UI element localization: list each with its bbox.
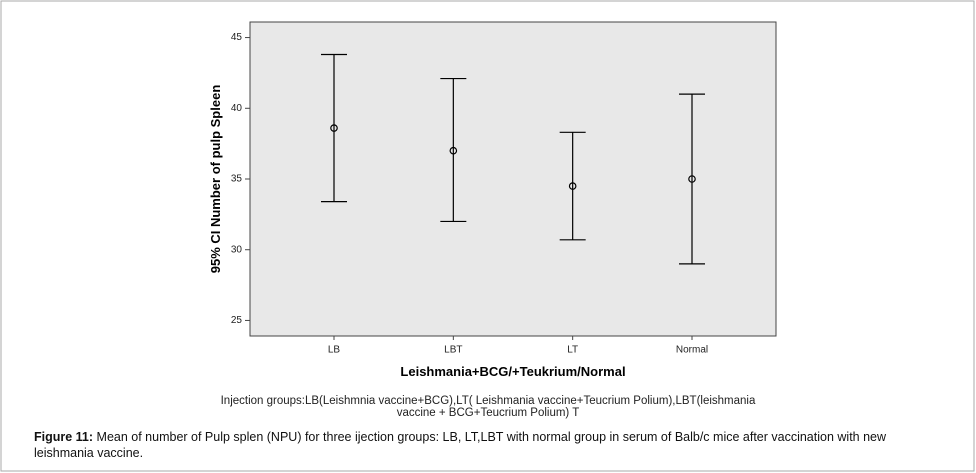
mean-marker (688, 175, 696, 183)
x-tick-label: LBT (444, 345, 462, 356)
caption-text: Mean of number of Pulp splen (NPU) for t… (34, 430, 887, 460)
x-tick-label: LB (328, 345, 341, 356)
y-tick-label: 40 (231, 103, 243, 114)
x-axis-title: Leishmania+BCG/+Teukrium/Normal (400, 364, 625, 379)
y-tick-label: 30 (231, 244, 243, 255)
y-axis-title: 95% CI Number of pulp Spleen (208, 85, 223, 274)
y-tick-label: 25 (231, 315, 243, 326)
y-tick-label: 35 (231, 174, 243, 185)
x-tick-label: Normal (676, 345, 708, 356)
note-line: Injection groups:LB(Leishmnia vaccine+BC… (221, 395, 756, 407)
caption: Figure 11: Mean of number of Pulp splen … (34, 429, 949, 461)
mean-marker (330, 124, 338, 132)
y-tick-label: 45 (231, 32, 243, 43)
caption-label: Figure 11: (34, 430, 94, 444)
mean-marker (449, 146, 458, 155)
note-line: vaccine + BCG+Teucrium Polium) T (397, 407, 580, 419)
x-tick-label: LT (567, 345, 578, 356)
plot-area (249, 21, 777, 337)
mean-marker (568, 182, 577, 190)
